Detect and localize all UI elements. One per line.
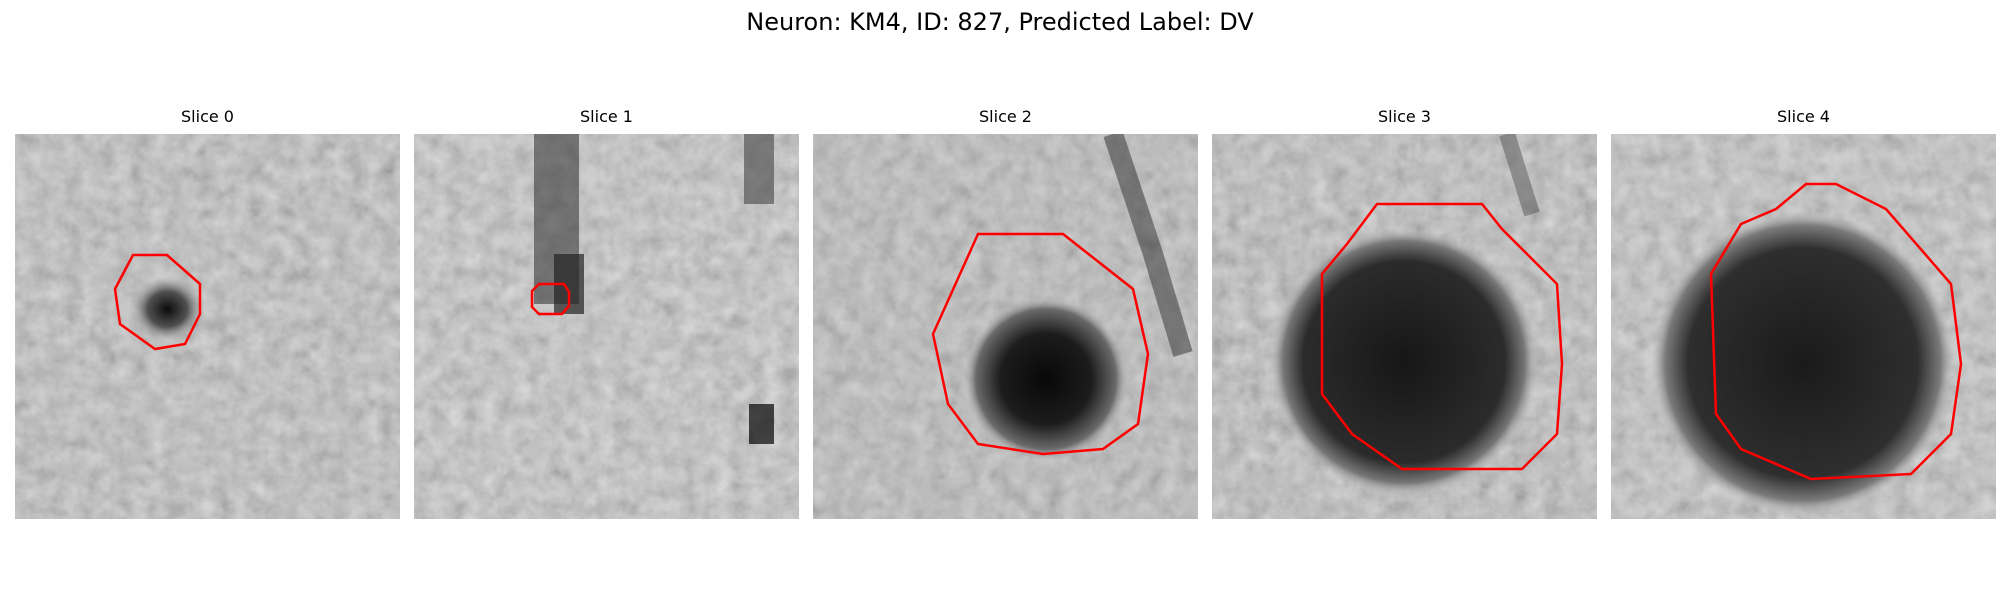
contour xyxy=(1320,202,1564,471)
slice-image xyxy=(1611,134,1996,519)
slice-panel-3: Slice 3 xyxy=(1212,106,1597,519)
slice-4-svg xyxy=(1611,134,1996,519)
slice-panel-2: Slice 2 xyxy=(813,106,1198,519)
figure-title: Neuron: KM4, ID: 827, Predicted Label: D… xyxy=(746,8,1254,36)
contour xyxy=(113,253,202,351)
slice-panel-0: Slice 0 xyxy=(15,106,400,519)
slice-title: Slice 3 xyxy=(1378,107,1431,126)
slice-2-svg xyxy=(813,134,1198,519)
contour xyxy=(931,232,1150,456)
slice-1-svg xyxy=(414,134,799,519)
slice-title: Slice 1 xyxy=(580,107,633,126)
slice-3-svg xyxy=(1212,134,1597,519)
slice-image xyxy=(1212,134,1597,519)
contour xyxy=(1709,182,1963,481)
slice-0-svg xyxy=(15,134,400,519)
slice-panel-4: Slice 4 xyxy=(1611,106,1996,519)
slice-title: Slice 0 xyxy=(181,107,234,126)
slice-image xyxy=(15,134,400,519)
contour xyxy=(530,282,571,316)
slice-image xyxy=(813,134,1198,519)
slice-panel-1: Slice 1 xyxy=(414,106,799,519)
slice-image xyxy=(414,134,799,519)
slice-title: Slice 2 xyxy=(979,107,1032,126)
slice-title: Slice 4 xyxy=(1777,107,1830,126)
